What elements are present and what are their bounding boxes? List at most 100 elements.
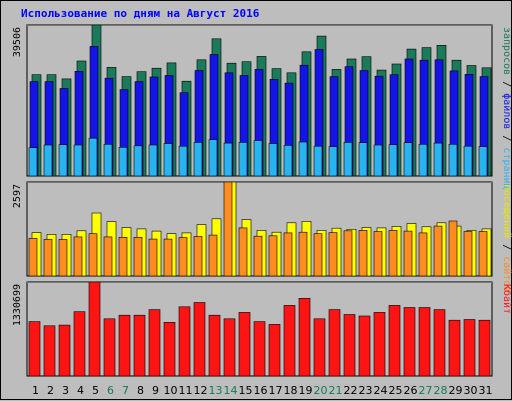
bar-sites: [433, 225, 443, 277]
bar-sites: [268, 235, 278, 277]
bar-sites: [343, 230, 353, 277]
bar-sites: [223, 181, 233, 277]
panel-3: 1330699 Кбайт: [12, 281, 512, 377]
bar-kbytes: [343, 314, 356, 377]
day-label: 19: [299, 384, 313, 397]
bar-sites: [253, 235, 263, 277]
ymax-label: 2597: [12, 184, 23, 208]
day-label: 12: [194, 384, 208, 397]
day-label: 8: [137, 384, 144, 397]
bar-sites: [463, 231, 473, 277]
day-label: 28: [434, 384, 448, 397]
day-labels: 1 2 3 4 5 6 7 8 9 10 11 12 13 14 15 16 17 18 19 20 21 22 23 24 2…: [32, 384, 493, 397]
bar-kbytes: [388, 305, 401, 377]
bar-sites: [163, 238, 173, 277]
day-label: 23: [359, 384, 373, 397]
bar-sites: [478, 231, 488, 277]
bar-kbytes: [448, 319, 461, 377]
bar-pages: [88, 137, 98, 177]
day-label: 17: [269, 384, 283, 397]
bar-kbytes: [253, 321, 266, 377]
bar-kbytes: [43, 325, 56, 377]
bar-pages: [343, 142, 353, 177]
bar-sites: [58, 239, 68, 277]
day-label: 25: [389, 384, 403, 397]
bar-kbytes: [133, 314, 146, 377]
series-legend: запросов / файлов / страниц: [501, 27, 512, 190]
bar-pages: [283, 145, 293, 177]
day-label: 24: [374, 384, 388, 397]
bar-pages: [73, 144, 83, 177]
bar-sites: [298, 231, 308, 277]
bar-pages: [118, 147, 128, 177]
day-label: 31: [479, 384, 493, 397]
bar-kbytes: [268, 324, 281, 377]
bar-sites: [238, 227, 248, 277]
bar-sites: [148, 238, 158, 277]
legend-part-2: сайтов: [501, 256, 512, 292]
day-label: 30: [464, 384, 478, 397]
bar-kbytes: [88, 281, 101, 377]
bar-kbytes: [58, 324, 71, 377]
bar-sites: [448, 220, 458, 277]
bar-pages: [178, 145, 188, 177]
panel-2: 2597 посещений / сайтов: [12, 181, 512, 292]
bar-kbytes: [463, 319, 476, 377]
bar-pages: [268, 143, 278, 177]
day-label: 4: [77, 384, 84, 397]
day-label: 2: [47, 384, 54, 397]
bar-pages: [103, 144, 113, 177]
day-label: 5: [92, 384, 99, 397]
day-label: 6: [107, 384, 114, 397]
legend-part-0: запросов: [501, 27, 512, 75]
bar-pages: [193, 142, 203, 177]
bar-pages: [298, 141, 308, 177]
legend-part-1: /: [501, 238, 512, 256]
day-label: 18: [284, 384, 298, 397]
legend-part-4: страниц: [501, 147, 512, 189]
day-label: 15: [239, 384, 253, 397]
bar-pages: [148, 144, 158, 177]
bar-kbytes: [103, 318, 116, 377]
day-label: 27: [419, 384, 433, 397]
bar-pages: [253, 140, 263, 177]
bar-sites: [388, 230, 398, 277]
bar-pages: [433, 142, 443, 177]
bar-sites: [118, 237, 128, 277]
bar-pages: [448, 144, 458, 177]
day-label: 20: [314, 384, 328, 397]
bar-pages: [388, 144, 398, 177]
day-label: 13: [209, 384, 223, 397]
day-label: 21: [329, 384, 343, 397]
bar-kbytes: [358, 315, 371, 377]
day-label: 16: [254, 384, 268, 397]
bar-kbytes: [418, 307, 431, 377]
bar-sites: [283, 232, 293, 277]
bar-pages: [133, 145, 143, 177]
bar-pages: [478, 146, 488, 177]
bar-sites: [403, 230, 413, 277]
bar-pages: [238, 142, 248, 177]
bar-pages: [358, 142, 368, 177]
bar-kbytes: [193, 302, 206, 377]
bar-sites: [193, 236, 203, 277]
day-label: 10: [164, 384, 178, 397]
bar-pages: [403, 142, 413, 177]
legend-part-0: Кбайт: [501, 284, 512, 314]
legend-part-1: /: [501, 75, 512, 93]
bar-kbytes: [373, 312, 386, 377]
bar-sites: [418, 232, 428, 277]
bar-pages: [463, 145, 473, 177]
bar-pages: [58, 144, 68, 177]
day-label: 22: [344, 384, 358, 397]
bar-kbytes: [478, 319, 491, 377]
bar-kbytes: [208, 314, 221, 377]
day-label: 7: [122, 384, 129, 397]
day-label: 11: [179, 384, 193, 397]
bar-pages: [373, 144, 383, 177]
day-label: 14: [224, 384, 238, 397]
bar-kbytes: [73, 311, 86, 377]
bar-kbytes: [148, 309, 161, 377]
